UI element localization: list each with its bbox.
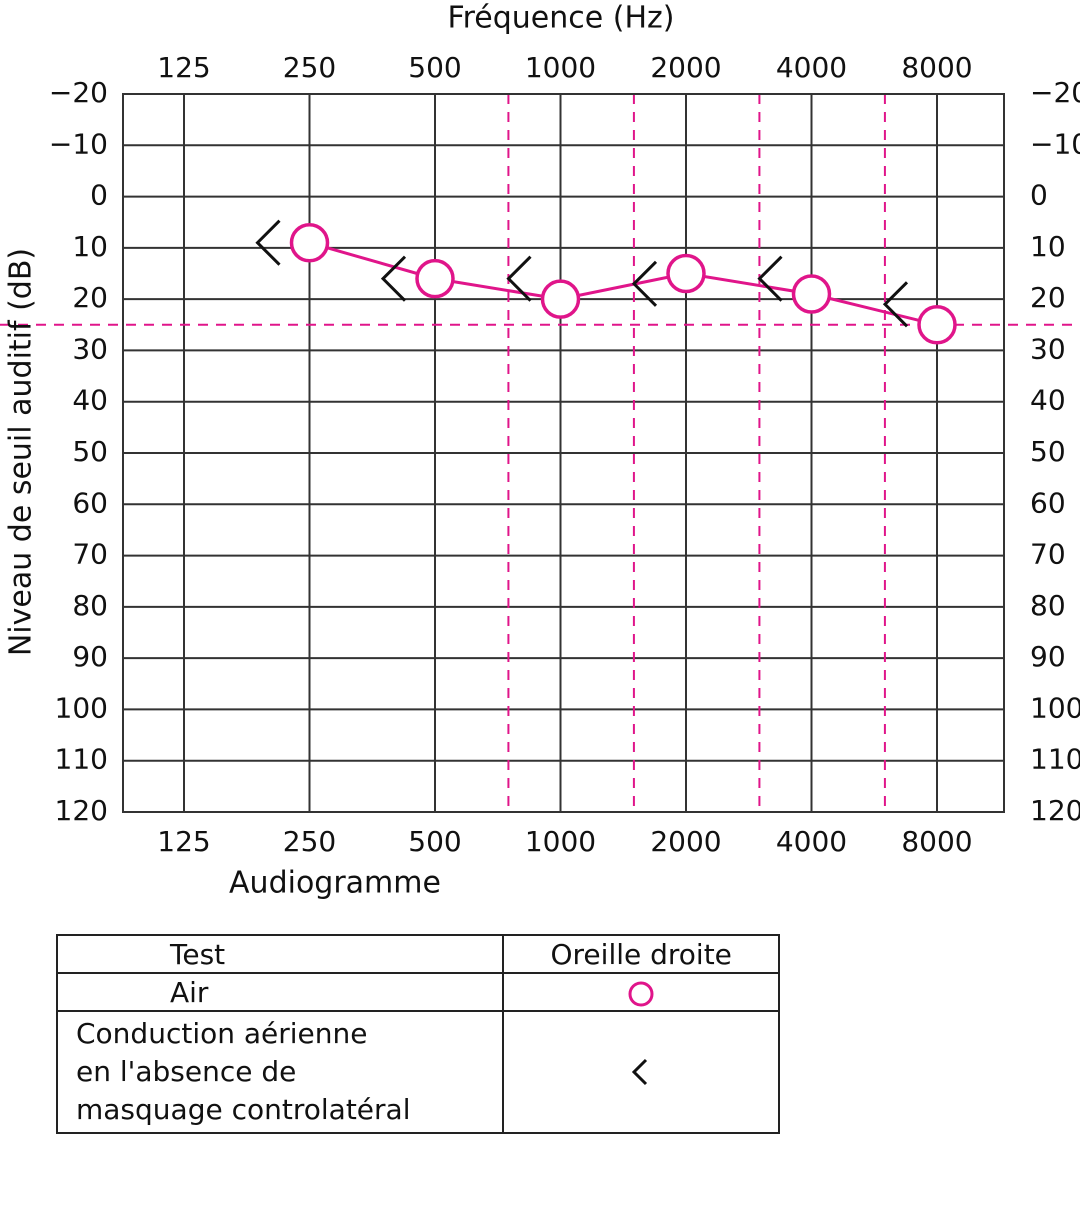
y-tick-label-left: 120 (55, 794, 108, 827)
x-tick-label-bottom: 500 (408, 825, 461, 858)
air-conduction-marker (791, 274, 832, 314)
x-tick-label-bottom: 2000 (650, 825, 721, 858)
y-tick-label-left: 10 (72, 230, 108, 263)
air-conduction-marker (666, 253, 706, 294)
y-tick-label-left: 100 (55, 691, 108, 724)
audiogram-chart: −20 −20 −10 −10 0 0 10 10 20 20 30 30 40 40 50 50 60 60 70… (0, 1, 1080, 901)
x-tick-label-top: 125 (157, 51, 210, 84)
y-tick-label-right: 80 (1030, 589, 1066, 622)
y-tick-label-right: 70 (1030, 538, 1066, 571)
top-axis-title: Fréquence (Hz) (448, 1, 675, 36)
air-conduction-marker (415, 258, 455, 299)
legend-row-conduction: Conduction aérienne en l'absence de masq… (55, 1010, 780, 1134)
legend-conduction-label: Conduction aérienne en l'absence de masq… (55, 1010, 505, 1134)
y-tick-label-right: 110 (1030, 743, 1080, 776)
y-tick-label-right: 50 (1030, 435, 1066, 468)
y-tick-label-left: 50 (72, 435, 108, 468)
series-line (309, 241, 938, 327)
y-tick-label-left: −20 (49, 76, 108, 109)
x-tick-label-bottom: 125 (157, 825, 210, 858)
y-tick-label-left: −10 (49, 127, 108, 160)
x-axis-title: Audiogramme (229, 866, 441, 901)
legend-table: Test Oreille droite Air Conduction aérie… (55, 934, 780, 1134)
x-tick-label-top: 4000 (776, 51, 847, 84)
plot-frame (122, 93, 1005, 813)
y-tick-label-right: 40 (1030, 384, 1066, 417)
x-tick-label-top: 8000 (901, 51, 972, 84)
x-tick-label-bottom: 8000 (901, 825, 972, 858)
unmasked-conduction-marker (631, 260, 658, 307)
y-tick-label-left: 20 (72, 281, 108, 314)
x-tick-label-top: 250 (283, 51, 336, 84)
legend-conduction-line-1: Conduction aérienne (76, 1017, 368, 1050)
legend-header-test: Test (55, 934, 505, 974)
unmasked-conduction-marker (757, 255, 783, 302)
unmasked-conduction-marker (380, 255, 407, 302)
y-tick-label-right: −20 (1030, 76, 1080, 109)
unmasked-conduction-marker (506, 255, 532, 302)
y-tick-label-left: 80 (72, 589, 108, 622)
y-tick-label-left: 90 (72, 640, 108, 673)
unmasked-conduction-marker (255, 219, 281, 266)
y-tick-label-right: 20 (1030, 281, 1066, 314)
legend-conduction-symbol-cell (502, 1010, 780, 1134)
y-tick-label-right: 30 (1030, 332, 1066, 365)
y-tick-label-left: 60 (72, 486, 108, 519)
legend-air-label: Air (55, 972, 505, 1012)
legend-air-symbol-cell (502, 972, 780, 1012)
circle-icon (628, 981, 654, 1006)
legend-conduction-line-3: masquage controlatéral (76, 1093, 411, 1126)
x-tick-label-top: 2000 (650, 51, 721, 84)
legend-conduction-line-2: en l'absence de (76, 1055, 297, 1088)
air-conduction-marker (289, 222, 330, 263)
x-tick-label-bottom: 250 (283, 825, 336, 858)
legend-header-ear: Oreille droite (502, 934, 780, 974)
x-tick-label-top: 500 (408, 51, 461, 84)
y-tick-label-left: 70 (72, 538, 108, 571)
y-tick-label-left: 40 (72, 384, 108, 417)
unmasked-conduction-marker (882, 281, 909, 328)
air-conduction-marker (917, 305, 957, 345)
y-tick-label-right: 120 (1030, 794, 1080, 827)
legend-row-air: Air (55, 972, 780, 1012)
y-tick-label-right: 0 (1030, 179, 1048, 212)
y-axis-title: Niveau de seuil auditif (dB) (4, 248, 39, 656)
y-tick-label-right: 60 (1030, 486, 1066, 519)
y-tick-label-right: 100 (1030, 691, 1080, 724)
legend-header-row: Test Oreille droite (55, 934, 780, 974)
y-tick-label-right: −10 (1030, 127, 1080, 160)
y-tick-label-right: 10 (1030, 230, 1066, 263)
y-tick-label-left: 30 (72, 332, 108, 365)
x-tick-label-bottom: 4000 (776, 825, 847, 858)
y-tick-label-left: 110 (55, 743, 108, 776)
x-tick-label-bottom: 1000 (525, 825, 596, 858)
air-conduction-marker (540, 279, 581, 319)
y-tick-label-right: 90 (1030, 640, 1066, 673)
x-tick-label-top: 1000 (525, 51, 596, 84)
chevron-left-icon (632, 1058, 648, 1086)
y-tick-label-left: 0 (90, 179, 108, 212)
